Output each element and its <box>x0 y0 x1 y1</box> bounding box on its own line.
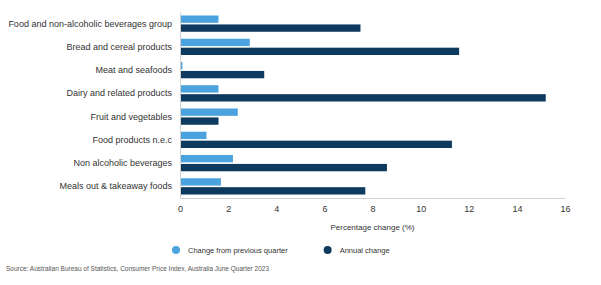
source-note: Source: Australian Bureau of Statistics,… <box>6 265 269 273</box>
legend-label: Annual change <box>340 246 390 255</box>
category-label: Fruit and vegetables <box>90 112 172 122</box>
category: Food products n.e.c <box>92 135 180 145</box>
axis-line <box>180 13 181 199</box>
tick: 6 <box>322 198 327 214</box>
bar <box>180 24 360 31</box>
legend-item: Change from previous quarter <box>172 246 288 255</box>
tick-label: 2 <box>226 204 231 214</box>
tick-label: 14 <box>512 204 522 214</box>
category-label: Dairy and related products <box>66 88 172 98</box>
category-label: Food and non-alcoholic beverages group <box>8 19 172 29</box>
bar <box>180 117 219 124</box>
axis-line <box>181 198 566 199</box>
bars <box>180 15 546 194</box>
tick-label: 6 <box>322 204 327 214</box>
tick-label: 4 <box>274 204 279 214</box>
bar <box>180 178 221 185</box>
category-label: Bread and cereal products <box>66 42 172 52</box>
bar <box>180 187 365 194</box>
legend-swatch <box>324 246 332 254</box>
category-label: Food products n.e.c <box>92 135 172 145</box>
category: Non alcoholic beverages <box>73 158 180 168</box>
category: Bread and cereal products <box>66 42 180 52</box>
bar <box>180 39 250 46</box>
chart: 0 2 4 6 8 10 12 14 16 Food and non-alcoholic beve… <box>0 0 601 285</box>
category: Dairy and related products <box>66 88 180 98</box>
bar <box>180 94 546 101</box>
category-label: Meat and seafoods <box>95 65 172 75</box>
bar <box>180 155 233 162</box>
x-axis-title: Percentage change (%) <box>330 223 414 232</box>
plot: 0 2 4 6 8 10 12 14 16 Food and non-alcoholic beve… <box>8 13 570 215</box>
tick-label: 12 <box>464 204 474 214</box>
bar <box>180 108 238 115</box>
tick: 0 <box>178 198 183 214</box>
tick: 2 <box>226 198 231 214</box>
tick: 12 <box>464 198 474 214</box>
tick: 14 <box>512 198 522 214</box>
tick: 10 <box>416 198 426 214</box>
bar <box>180 48 459 55</box>
bar-series <box>180 24 546 194</box>
bar <box>180 132 206 139</box>
tick: 16 <box>560 198 570 214</box>
tick: 8 <box>370 198 375 214</box>
bar <box>180 15 219 22</box>
tick: 4 <box>274 198 279 214</box>
bar <box>180 85 219 92</box>
legend-swatch <box>172 246 180 254</box>
legend-label: Change from previous quarter <box>188 246 288 255</box>
y-axis: Food and non-alcoholic beverages group Br… <box>8 13 180 199</box>
bar <box>180 71 264 78</box>
bar <box>180 164 387 171</box>
tick-label: 16 <box>560 204 570 214</box>
category: Meals out & takeaway foods <box>59 181 180 191</box>
legend: Change from previous quarter Annual chang… <box>172 246 390 255</box>
tick-label: 0 <box>178 204 183 214</box>
category-label: Meals out & takeaway foods <box>59 181 172 191</box>
bar <box>180 141 452 148</box>
category: Fruit and vegetables <box>90 112 180 122</box>
tick-label: 10 <box>416 204 426 214</box>
x-axis: 0 2 4 6 8 10 12 14 16 <box>178 198 571 214</box>
tick-label: 8 <box>370 204 375 214</box>
category: Food and non-alcoholic beverages group <box>8 19 180 29</box>
category: Meat and seafoods <box>95 65 180 75</box>
category-label: Non alcoholic beverages <box>73 158 172 168</box>
legend-item: Annual change <box>324 246 390 255</box>
